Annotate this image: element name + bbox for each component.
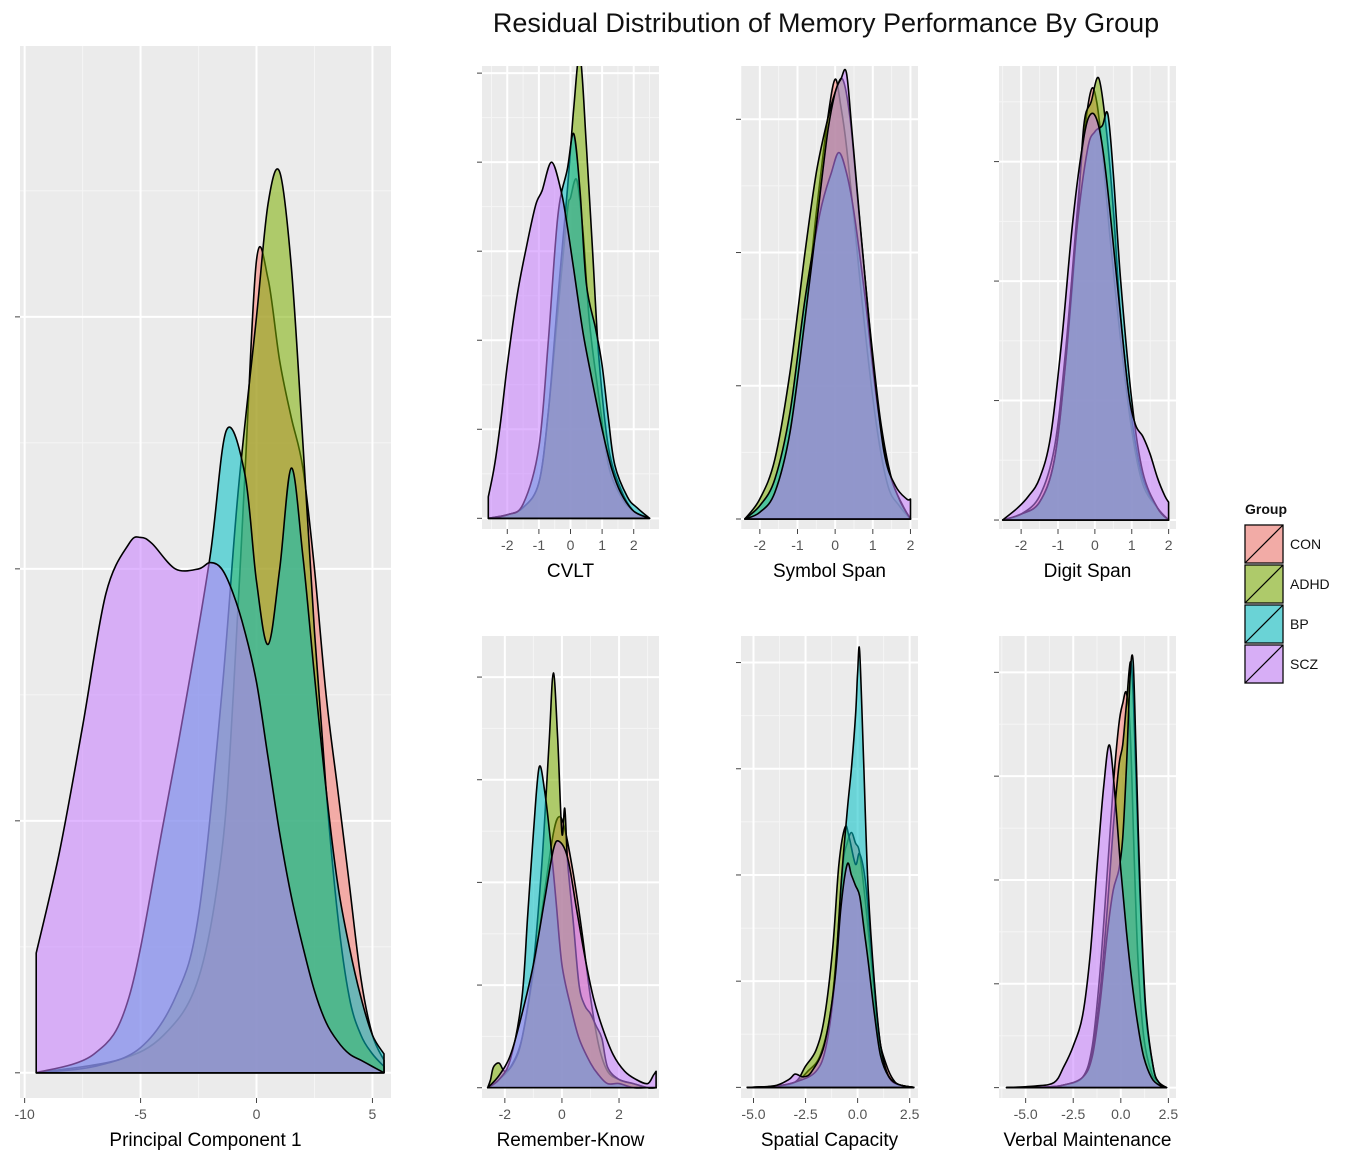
legend-swatch-slash bbox=[1244, 644, 1284, 684]
legend-item-adhd: ADHD bbox=[1244, 564, 1330, 604]
legend: Group CON ADHD BP SCZ bbox=[1244, 501, 1330, 684]
x-tick-label: 2.5 bbox=[900, 1106, 920, 1122]
density-areas bbox=[486, 672, 657, 1089]
x-tick-label: -10 bbox=[15, 1106, 35, 1122]
x-tick-label: 0 bbox=[567, 537, 575, 553]
legend-label: CON bbox=[1290, 536, 1321, 552]
density-scz bbox=[1005, 744, 1168, 1089]
legend-swatch-slash bbox=[1244, 564, 1284, 604]
x-tick-label: -2.5 bbox=[1061, 1106, 1085, 1122]
x-tick-label: -5.0 bbox=[741, 1106, 765, 1122]
x-tick-label: 2 bbox=[630, 537, 638, 553]
panel-2: -2 -1 0 1 2 Symbol Span bbox=[736, 66, 918, 582]
x-tick-label: -5.0 bbox=[1014, 1106, 1038, 1122]
x-tick-label: 1 bbox=[598, 537, 606, 553]
density-areas bbox=[1001, 76, 1170, 521]
x-tick-label: 0 bbox=[831, 537, 839, 553]
x-tick-label: 0 bbox=[1091, 537, 1099, 553]
x-tick-label: 5 bbox=[369, 1106, 377, 1122]
legend-label: BP bbox=[1290, 616, 1309, 632]
x-tick-label: -1 bbox=[1052, 537, 1065, 553]
legend-item-bp: BP bbox=[1244, 604, 1309, 644]
panel-4: -2 0 2 Remember-Know bbox=[477, 636, 659, 1151]
x-tick-label: -2 bbox=[499, 1106, 512, 1122]
grid bbox=[741, 636, 918, 1098]
x-tick-label: 0 bbox=[253, 1106, 261, 1122]
x-tick-label: -2.5 bbox=[793, 1106, 817, 1122]
x-tick-label: -5 bbox=[134, 1106, 147, 1122]
panel-1: -2 -1 0 1 2 CVLT bbox=[477, 66, 659, 582]
x-tick-label: 2 bbox=[615, 1106, 623, 1122]
legend-item-con: CON bbox=[1244, 524, 1321, 564]
x-axis-label: Digit Span bbox=[1044, 561, 1132, 582]
density-scz bbox=[486, 839, 657, 1089]
density-scz bbox=[746, 862, 915, 1089]
x-tick-label: 0.0 bbox=[848, 1106, 868, 1122]
legend-swatch-slash bbox=[1244, 604, 1284, 644]
legend-swatch-slash bbox=[1244, 524, 1284, 564]
x-axis-label: Spatial Capacity bbox=[761, 1130, 899, 1151]
legend-label: SCZ bbox=[1290, 656, 1318, 672]
panel-6: -5.0 -2.5 0.0 2.5 Verbal Maintenance bbox=[994, 636, 1179, 1151]
x-tick-label: 0.0 bbox=[1111, 1106, 1131, 1122]
chart-title: Residual Distribution of Memory Performa… bbox=[493, 8, 1159, 38]
density-scz bbox=[35, 536, 385, 1074]
density-areas bbox=[746, 646, 915, 1089]
x-tick-label: -2 bbox=[754, 537, 767, 553]
legend-label: ADHD bbox=[1290, 576, 1330, 592]
x-axis-label: Remember-Know bbox=[497, 1130, 645, 1151]
x-tick-label: 2 bbox=[907, 537, 915, 553]
x-tick-label: 1 bbox=[869, 537, 877, 553]
x-tick-label: -1 bbox=[533, 537, 546, 553]
x-tick-label: 2.5 bbox=[1159, 1106, 1179, 1122]
legend-title: Group bbox=[1245, 501, 1287, 517]
x-axis-label: Verbal Maintenance bbox=[1004, 1130, 1172, 1151]
density-areas bbox=[35, 168, 385, 1074]
x-axis-label: Principal Component 1 bbox=[109, 1130, 301, 1151]
x-axis-label: Symbol Span bbox=[773, 561, 886, 582]
x-tick-label: -2 bbox=[501, 537, 514, 553]
panel-3: -2 -1 0 1 2 Digit Span bbox=[994, 66, 1176, 582]
x-tick-label: -2 bbox=[1015, 537, 1028, 553]
x-tick-label: 2 bbox=[1165, 537, 1173, 553]
density-scz bbox=[487, 161, 651, 520]
density-areas bbox=[744, 68, 912, 520]
density-areas bbox=[487, 66, 651, 520]
legend-item-scz: SCZ bbox=[1244, 644, 1318, 684]
density-areas bbox=[1005, 654, 1168, 1089]
x-tick-label: 0 bbox=[558, 1106, 566, 1122]
x-axis-label: CVLT bbox=[547, 561, 595, 582]
x-tick-label: 1 bbox=[1128, 537, 1136, 553]
panel-0: -10 -5 0 5 Principal Component 1 bbox=[15, 46, 391, 1151]
x-tick-label: -1 bbox=[791, 537, 804, 553]
density-scz bbox=[744, 68, 912, 520]
density-scz bbox=[1001, 112, 1170, 521]
